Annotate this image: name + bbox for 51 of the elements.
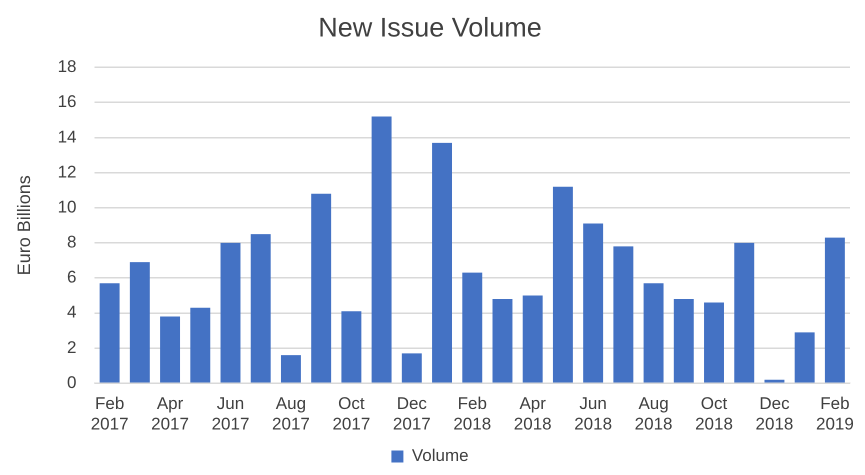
bar [160, 316, 180, 382]
bar [220, 242, 240, 382]
bar [311, 194, 332, 382]
x-tick-label: Feb 2017 [90, 394, 129, 434]
y-tick-label: 18 [58, 57, 77, 76]
x-tick-label: Dec 2017 [392, 394, 431, 434]
x-tick-label: Oct 2017 [332, 394, 370, 434]
y-tick-label: 10 [58, 197, 77, 216]
bar [492, 298, 512, 382]
chart-title: New Issue Volume [318, 12, 542, 43]
bar [522, 295, 543, 382]
bar [462, 272, 482, 382]
bar [704, 302, 724, 382]
y-tick-label: 8 [67, 232, 77, 252]
bar [190, 308, 210, 382]
bar [613, 246, 634, 382]
bar [794, 332, 815, 382]
y-tick-label: 16 [58, 92, 77, 112]
y-tick-label: 2 [67, 338, 77, 357]
y-tick-label: 6 [67, 268, 77, 287]
y-tick-label: 14 [58, 127, 77, 146]
bar [824, 238, 845, 382]
bar [402, 353, 422, 382]
legend-label: Volume [412, 446, 469, 466]
bar [100, 283, 120, 382]
x-tick-label: Jun 2017 [212, 394, 250, 434]
bar [372, 116, 392, 382]
bar [432, 142, 452, 382]
y-axis-title: Euro Billions [14, 175, 34, 276]
bar [130, 262, 150, 382]
bar [734, 242, 754, 382]
x-tick-label: Dec 2018 [756, 394, 794, 434]
y-tick-label: 0 [67, 372, 77, 392]
x-tick-label: Apr 2017 [151, 394, 189, 434]
y-tick-label: 4 [67, 302, 77, 322]
y-tick-label: 12 [58, 162, 77, 182]
x-tick-label: Aug 2018 [634, 394, 672, 434]
x-tick-label: Feb 2018 [453, 394, 492, 434]
x-tick-label: Feb 2019 [816, 394, 854, 434]
bar [280, 355, 301, 382]
bar [552, 186, 573, 382]
x-tick-label: Jun 2018 [574, 394, 612, 434]
x-tick-label: Oct 2018 [695, 394, 733, 434]
x-tick-label: Aug 2017 [272, 394, 310, 434]
bar [764, 380, 784, 382]
bar [250, 234, 271, 382]
bar [583, 224, 604, 382]
bar [341, 311, 362, 382]
bar [644, 283, 664, 382]
x-tick-label: Apr 2018 [514, 394, 552, 434]
bar [674, 298, 694, 382]
